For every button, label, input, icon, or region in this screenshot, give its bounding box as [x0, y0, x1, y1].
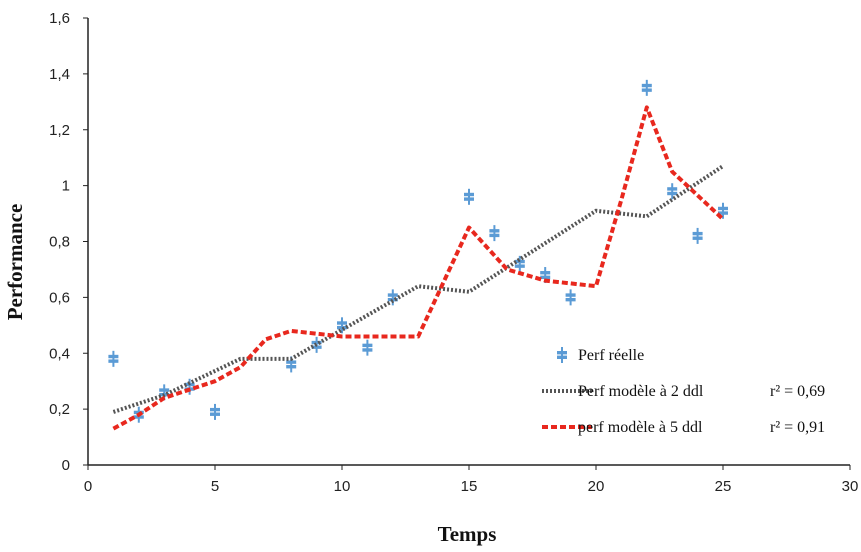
data-point: [640, 79, 653, 96]
y-tick-label: 0,4: [49, 345, 70, 362]
data-point: [717, 202, 729, 219]
x-axis-ticks: 0 5 10 15 20 25 30: [84, 465, 859, 495]
y-axis-ticks: 0 0,2 0,4 0,6 0,8 1 1,2 1,4 1,6: [49, 10, 88, 474]
r-squared-label: r² = 0,69: [770, 383, 825, 400]
data-point: [463, 188, 475, 205]
x-tick-label: 20: [588, 478, 605, 495]
x-tick-label: 15: [461, 478, 478, 495]
y-tick-label: 1,2: [49, 122, 70, 139]
legend-label: Perf réelle: [578, 347, 644, 364]
y-tick-label: 0,6: [49, 289, 70, 306]
series-2: [112, 105, 725, 431]
y-tick-label: 0: [62, 457, 70, 474]
data-point: [666, 183, 679, 200]
series-layer: [107, 79, 729, 431]
x-tick-label: 25: [715, 478, 732, 495]
y-tick-label: 0,2: [49, 401, 70, 418]
series-0: [107, 79, 729, 423]
data-point: [564, 289, 577, 306]
y-tick-label: 1,6: [49, 10, 70, 27]
x-tick-label: 5: [211, 478, 219, 495]
legend-label: perf modèle à 5 ddl: [578, 419, 703, 436]
y-tick-label: 1,4: [49, 66, 70, 83]
data-point: [488, 225, 501, 242]
y-axis-title: Performance: [3, 204, 27, 321]
y-tick-label: 1: [62, 178, 70, 195]
y-tick-label: 0,8: [49, 234, 70, 251]
r-squared-label: r² = 0,91: [770, 419, 825, 436]
x-axis-title: Temps: [438, 522, 497, 546]
x-tick-label: 0: [84, 478, 92, 495]
x-tick-label: 30: [842, 478, 859, 495]
legend: Perf réelle Perf modèle à 2 ddl r² = 0,69 p…: [542, 347, 825, 436]
plot-area: [87, 18, 850, 466]
data-point: [107, 350, 120, 367]
legend-marker: [556, 347, 568, 363]
data-point: [209, 403, 221, 420]
data-point: [361, 339, 374, 356]
series-line: [112, 164, 725, 414]
data-point: [691, 227, 704, 244]
x-tick-label: 10: [334, 478, 351, 495]
legend-label: Perf modèle à 2 ddl: [578, 383, 704, 400]
series-line: [112, 105, 725, 431]
series-1: [112, 164, 725, 414]
